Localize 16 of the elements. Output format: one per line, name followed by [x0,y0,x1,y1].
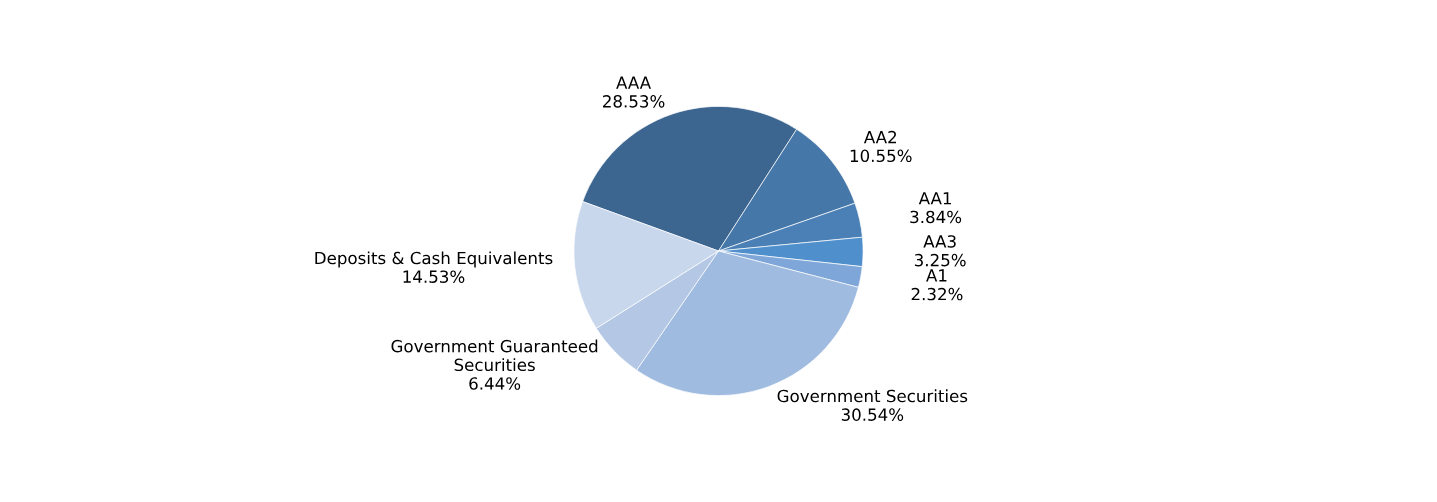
slice-label: AA3 [923,235,956,248]
data-label: 10.55% [850,149,912,163]
data-label: 2.32% [911,287,963,301]
data-label: 3.25% [914,253,966,267]
data-label: 28.53% [603,95,665,108]
slice-label: A1 [926,269,947,282]
slice-label: Government Securities [777,389,968,403]
slice-label: AAA [616,76,651,89]
data-label: 3.84% [910,210,962,224]
data-label: 14.53% [403,270,465,283]
data-label: 30.54% [841,408,904,421]
slice-label: Government Guaranteed Securities [391,339,598,372]
slice-label: AA1 [918,192,951,205]
slice-label: Deposits & Cash Equivalents [315,251,553,268]
data-label: 6.44% [469,377,521,390]
slice-label: AA2 [863,130,897,144]
